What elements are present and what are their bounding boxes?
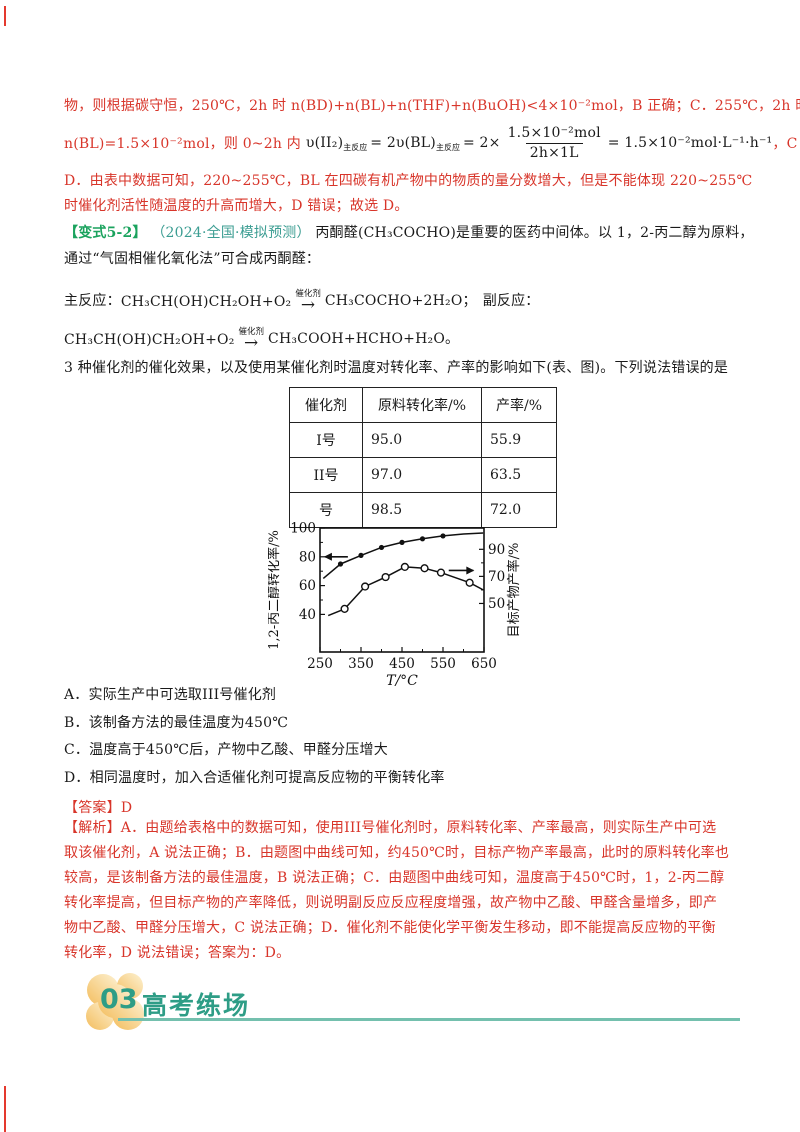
catalyst-arrow-2: 催化剂 → xyxy=(238,327,265,353)
catalyst-temperature-chart: 250 350 450 550 650 T/°C 40 60 80 100 1,2-丙二醇转化率/%… xyxy=(266,520,528,692)
side-reaction-lhs: CH₃CH(OH)CH₂OH+O₂ xyxy=(64,332,235,348)
answer-label: 【答案】 xyxy=(64,800,121,816)
answer-value: D xyxy=(120,800,133,816)
svg-text:50: 50 xyxy=(488,596,505,612)
svg-text:250: 250 xyxy=(307,656,333,672)
svg-text:80: 80 xyxy=(299,549,316,565)
svg-text:350: 350 xyxy=(348,656,374,672)
col-header-conversion: 原料转化率/% xyxy=(362,387,482,423)
section-number: 03 xyxy=(100,984,138,1015)
svg-text:1,2-丙二醇转化率/%: 1,2-丙二醇转化率/% xyxy=(268,530,282,650)
svg-text:60: 60 xyxy=(299,578,316,594)
fraction-numerator: 1.5×10⁻²mol xyxy=(507,125,601,142)
question52-line2: 通过“气固相催化氧化法”可合成丙酮醛： xyxy=(64,251,321,267)
analysis-line: 物中乙酸、甲醛分压增大，C 说法正确；D．催化剂不能使化学平衡发生移动，即不能提… xyxy=(64,920,716,936)
svg-text:40: 40 xyxy=(299,607,316,623)
main-reaction-label: 主反应： xyxy=(64,293,121,309)
reaction-arrow-icon-2: → xyxy=(244,333,259,353)
section-underline xyxy=(118,1018,740,1021)
page-edge-mark-top xyxy=(4,6,6,26)
analysis-line: 转化率提高，但目标产物的产率降低，则说明副反应反应程度增强，故产物中乙酸、甲醛含… xyxy=(64,895,718,911)
rate-symbol-1: υ(II₂) xyxy=(305,135,344,151)
cell-catalyst-1: I号 xyxy=(289,422,363,458)
svg-text:550: 550 xyxy=(430,656,456,672)
page-edge-mark-bottom xyxy=(4,1086,6,1132)
rate-eq-tail: ，C 正确； xyxy=(772,136,800,152)
answer-line: 【答案】D xyxy=(64,795,132,823)
rate-sub-2: 主反应 xyxy=(435,142,460,152)
rate-sub-1: 主反应 xyxy=(343,142,368,152)
question-source: （2024·全国·模拟预测） xyxy=(151,225,311,241)
solution51-line4: 时催化剂活性随温度的升高而增大，D 错误；故选 D。 xyxy=(64,198,409,214)
catalyst-label: 催化剂 xyxy=(295,289,321,299)
question52-line5: 3 种催化剂的催化效果，以及使用某催化剂时温度对转化率、产率的影响如下(表、图)… xyxy=(64,360,729,376)
catalyst-table: 催化剂 原料转化率/% 产率/% I号 95.0 55.9 II号 97.0 6… xyxy=(289,387,557,528)
cell-conversion-3: 98.5 xyxy=(362,492,482,528)
question52-intro-line: 【变式5-2】 （2024·全国·模拟预测） 丙酮醛(CH₃COCHO)是重要的… xyxy=(64,222,754,242)
side-reaction-rhs: CH₃COOH+HCHO+H₂O。 xyxy=(268,331,460,347)
rate-mid-1: = 2υ(BL) xyxy=(370,135,436,151)
reaction-arrow-icon: → xyxy=(300,295,316,315)
solution51-rate-equation: n(BL)=1.5×10⁻²mol，则 0~2h 内 υ(II₂) 主反应 = 2… xyxy=(64,120,800,166)
solution51-line3: D．由表中数据可知，220~255℃，BL 在四碳有机产物中的物质的量分数增大，… xyxy=(64,173,753,189)
rate-eq-lead: n(BL)=1.5×10⁻²mol，则 0~2h 内 xyxy=(64,136,301,152)
main-reaction-rhs: CH₃COCHO+2H₂O； xyxy=(324,293,477,309)
main-reaction-equation: 主反应： CH₃CH(OH)CH₂OH+O₂ 催化剂 → CH₃COCHO+2H… xyxy=(64,272,540,315)
svg-text:650: 650 xyxy=(471,656,497,672)
option-a: A．实际生产中可选取III号催化剂 xyxy=(64,687,277,703)
analysis-line: 较高，是该制备方法的最佳温度，B 说法正确；C．由题图中曲线可知，温度高于450… xyxy=(64,870,725,886)
svg-text:70: 70 xyxy=(488,569,505,585)
cell-yield-3: 72.0 xyxy=(481,492,557,528)
cell-yield-1: 55.9 xyxy=(481,422,557,458)
catalyst-arrow: 催化剂 → xyxy=(295,289,321,315)
rate-fraction: 1.5×10⁻²mol 2h×1L xyxy=(504,125,605,160)
analysis-line: 取该催化剂，A 说法正确；B．由题图中曲线可知，约450℃时，目标产物产率最高，… xyxy=(64,845,730,861)
question-intro: 丙酮醛(CH₃COCHO)是重要的医药中间体。以 1，2-丙二醇为原料， xyxy=(315,225,754,241)
cell-conversion-2: 97.0 xyxy=(362,457,482,493)
cell-conversion-1: 95.0 xyxy=(362,422,482,458)
main-reaction-lhs: CH₃CH(OH)CH₂OH+O₂ xyxy=(120,294,292,310)
col-header-yield: 产率/% xyxy=(481,387,557,423)
section-title: 高考练场 xyxy=(142,991,251,1020)
cell-catalyst-2: II号 xyxy=(289,457,363,493)
side-reaction-equation: CH₃CH(OH)CH₂OH+O₂ 催化剂 → CH₃COOH+HCHO+H₂O… xyxy=(64,310,460,353)
rate-result: = 1.5×10⁻²mol·L⁻¹·h⁻¹ xyxy=(607,135,773,151)
option-b: B．该制备方法的最佳温度为450℃ xyxy=(64,714,289,731)
table-row: 号 98.5 72.0 xyxy=(289,492,557,528)
svg-text:目标产物产率/%: 目标产物产率/% xyxy=(506,543,522,638)
section-badge: 03 xyxy=(78,972,198,1036)
options-block: A．实际生产中可选取III号催化剂 B．该制备方法的最佳温度为450℃ C．温度… xyxy=(64,682,445,792)
side-reaction-label: 副反应： xyxy=(482,293,540,309)
table-row: II号 97.0 63.5 xyxy=(289,457,557,493)
col-header-catalyst: 催化剂 xyxy=(289,387,363,423)
fraction-denominator: 2h×1L xyxy=(525,142,583,161)
solution51-line1: 物，则根据碳守恒，250℃，2h 时 n(BD)+n(BL)+n(THF)+n(… xyxy=(64,98,800,114)
option-d: D．相同温度时，加入合适催化剂可提高反应物的平衡转化率 xyxy=(64,769,445,786)
analysis-block: 【解析】A．由题给表格中的数据可知，使用III号催化剂时，原料转化率、产率最高，… xyxy=(64,816,740,966)
catalyst-label-2: 催化剂 xyxy=(238,327,265,337)
option-c: C．温度高于450℃后，产物中乙酸、甲醛分压增大 xyxy=(64,742,388,758)
chart-canvas: 250 350 450 550 650 T/°C 40 60 80 100 1,2-丙二醇转化率/%… xyxy=(266,521,522,690)
analysis-line: 【解析】A．由题给表格中的数据可知，使用III号催化剂时，原料转化率、产率最高，… xyxy=(64,820,717,836)
rate-mid-2: = 2× xyxy=(462,135,501,151)
flower-badge-icon xyxy=(86,973,144,1030)
analysis-line: 转化率，D 说法错误；答案为：D。 xyxy=(64,945,291,961)
table-row: I号 95.0 55.9 xyxy=(289,422,557,458)
svg-text:T/°C: T/°C xyxy=(386,673,418,689)
svg-text:90: 90 xyxy=(488,542,505,558)
cell-yield-2: 63.5 xyxy=(481,457,557,493)
svg-text:100: 100 xyxy=(290,521,316,537)
table-header-row: 催化剂 原料转化率/% 产率/% xyxy=(289,387,557,423)
variant-tag: 【变式5-2】 xyxy=(64,225,147,241)
svg-text:450: 450 xyxy=(389,656,415,672)
